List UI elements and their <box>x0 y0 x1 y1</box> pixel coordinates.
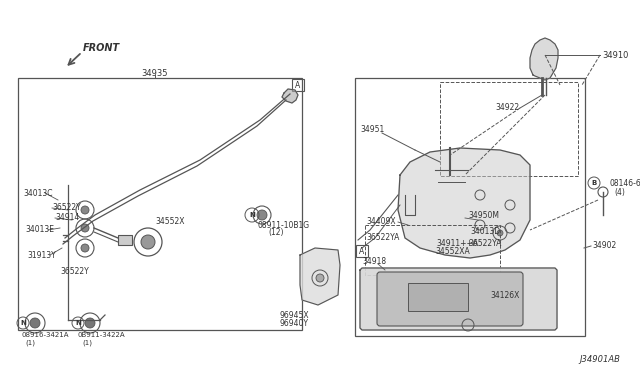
Circle shape <box>81 224 89 232</box>
Circle shape <box>81 244 89 252</box>
Polygon shape <box>530 38 558 80</box>
Text: (1): (1) <box>82 340 92 346</box>
Text: A: A <box>360 247 365 256</box>
Text: 08146-6205G: 08146-6205G <box>609 179 640 187</box>
Text: 34950M: 34950M <box>468 211 499 219</box>
Text: 36522YA: 36522YA <box>468 238 501 247</box>
Text: B: B <box>591 180 596 186</box>
Text: 34902: 34902 <box>592 241 616 250</box>
Text: 34918: 34918 <box>362 257 386 266</box>
Polygon shape <box>398 148 530 258</box>
Text: N: N <box>249 212 255 218</box>
Polygon shape <box>360 268 557 330</box>
Text: 36522Y: 36522Y <box>60 267 89 276</box>
Text: FRONT: FRONT <box>83 43 120 53</box>
Text: 34013D: 34013D <box>470 228 500 237</box>
Circle shape <box>81 206 89 214</box>
Text: 34126X: 34126X <box>490 291 520 299</box>
Text: A: A <box>296 80 301 90</box>
Text: 96940Y: 96940Y <box>280 320 309 328</box>
Text: (12): (12) <box>268 228 284 237</box>
Text: 34552X: 34552X <box>155 218 184 227</box>
Text: 34951: 34951 <box>360 125 384 135</box>
Text: (1): (1) <box>25 340 35 346</box>
Polygon shape <box>282 89 298 103</box>
Text: 34552XA: 34552XA <box>435 247 470 257</box>
Text: 08916-3421A: 08916-3421A <box>22 332 70 338</box>
Text: 34409X: 34409X <box>366 218 396 227</box>
Text: 34013E: 34013E <box>25 225 54 234</box>
Text: 36522YA: 36522YA <box>366 234 399 243</box>
Circle shape <box>316 274 324 282</box>
Bar <box>440 82 578 176</box>
Text: N: N <box>20 320 26 326</box>
Text: 96945X: 96945X <box>280 311 310 320</box>
Circle shape <box>85 318 95 328</box>
Text: 08911-10B1G: 08911-10B1G <box>258 221 310 230</box>
Text: J34901AB: J34901AB <box>579 356 620 365</box>
Circle shape <box>30 318 40 328</box>
Text: 34922: 34922 <box>495 103 519 112</box>
Text: N: N <box>75 320 81 326</box>
Text: 34911++A: 34911++A <box>436 238 478 247</box>
Bar <box>356 245 368 257</box>
Bar <box>408 283 468 311</box>
Text: 34910: 34910 <box>602 51 628 60</box>
Text: 0B911-3422A: 0B911-3422A <box>78 332 125 338</box>
Bar <box>355 78 585 336</box>
Circle shape <box>141 235 155 249</box>
Text: 36522Y: 36522Y <box>52 203 81 212</box>
Text: 34935: 34935 <box>141 68 168 77</box>
Text: (4): (4) <box>614 187 625 196</box>
Bar <box>118 235 132 245</box>
FancyBboxPatch shape <box>377 272 523 326</box>
Text: 34914: 34914 <box>55 214 79 222</box>
Polygon shape <box>300 248 340 305</box>
Bar <box>18 78 302 330</box>
Circle shape <box>497 230 503 236</box>
Bar <box>292 79 304 91</box>
Circle shape <box>257 210 267 220</box>
Text: 31913Y: 31913Y <box>27 250 56 260</box>
Text: 34013C: 34013C <box>23 189 52 198</box>
Bar <box>365 225 500 275</box>
